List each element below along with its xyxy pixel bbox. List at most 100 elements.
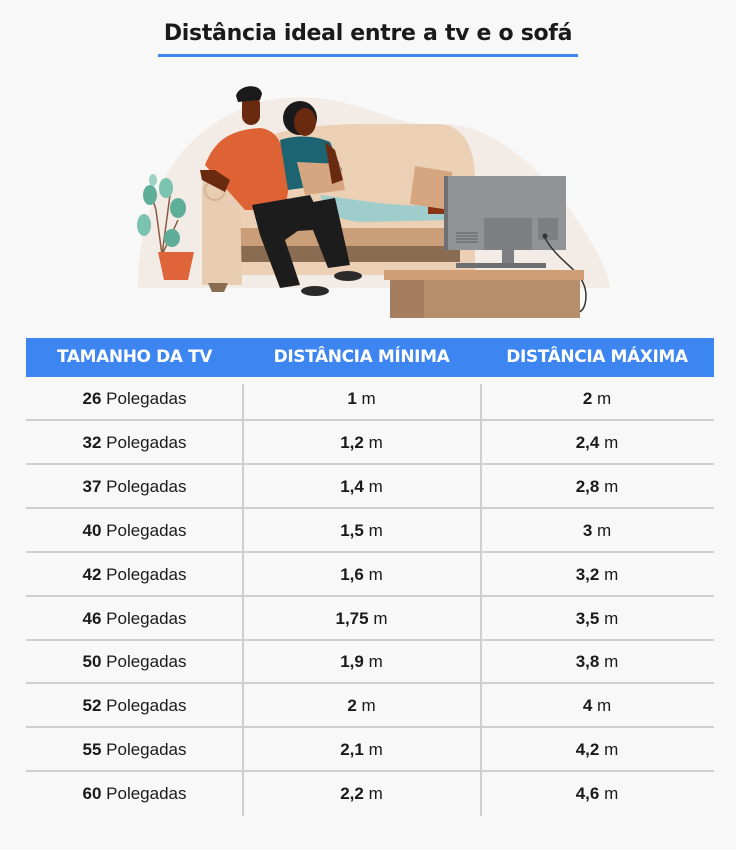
cell-min-distance-value: 2,1 [340, 740, 364, 760]
cell-max-distance-value: 4 [582, 696, 593, 716]
header-tv-size: TAMANHO DA TV [56, 347, 213, 367]
cell-max-distance-value: 2 [582, 389, 593, 408]
row-divider [26, 506, 714, 509]
column-divider [480, 384, 482, 816]
woman [280, 101, 345, 195]
cell-max-distance-unit: m [597, 520, 612, 540]
header-max-distance: DISTÂNCIA MÁXIMA [506, 347, 688, 367]
cell-max-distance-unit: m [604, 432, 619, 452]
cell-min-distance-value: 1,2 [340, 432, 364, 452]
cell-min-distance-value: 1,9 [340, 652, 364, 672]
title-underline [158, 54, 578, 57]
cell-min-distance: 1,6 m [243, 565, 480, 585]
cell-tv-size: 37 Polegadas [26, 477, 243, 497]
cell-tv-size-value: 40 [82, 520, 102, 540]
cell-tv-size-value: 46 [82, 608, 102, 628]
cell-tv-size: 46 Polegadas [26, 609, 243, 629]
cell-max-distance-value: 2,4 [575, 432, 600, 452]
cell-min-distance: 1,5 m [243, 521, 480, 541]
man [200, 86, 362, 296]
cell-tv-size-unit: Polegadas [106, 476, 187, 496]
cell-min-distance-unit: m [368, 564, 383, 584]
cell-max-distance-unit: m [604, 652, 619, 672]
cell-max-distance-unit: m [604, 564, 619, 584]
cell-tv-size-value: 42 [82, 564, 102, 584]
woman-feet [428, 204, 450, 214]
cell-tv-size-value: 55 [82, 740, 102, 760]
table-row: 42 Polegadas 1,6 m 3,2 m [26, 553, 714, 597]
row-divider [26, 550, 714, 553]
cell-max-distance-unit: m [597, 696, 612, 716]
cell-min-distance: 1 m [243, 389, 480, 409]
cell-min-distance-value: 2,2 [340, 784, 364, 804]
cell-max-distance-value: 3,8 [575, 652, 600, 672]
cell-max-distance-value: 3 [582, 520, 593, 540]
cell-min-distance-unit: m [361, 696, 376, 716]
cell-max-distance: 3,8 m [480, 652, 714, 672]
cell-min-distance-value: 1,5 [340, 520, 364, 540]
cell-min-distance: 2 m [243, 696, 480, 716]
cell-max-distance: 3 m [480, 521, 714, 541]
table-row: 32 Polegadas 1,2 m 2,4 m [26, 421, 714, 465]
cell-tv-size-value: 32 [82, 432, 102, 452]
row-divider [26, 770, 714, 773]
cell-tv-size-unit: Polegadas [106, 608, 187, 628]
cell-tv-size-value: 60 [82, 784, 102, 804]
cell-max-distance-value: 4,2 [575, 740, 600, 760]
cell-tv-size: 40 Polegadas [26, 521, 243, 541]
cell-min-distance-value: 1,6 [340, 564, 364, 584]
cell-tv-size-unit: Polegadas [106, 389, 187, 408]
cell-tv-size-unit: Polegadas [106, 520, 187, 540]
cell-min-distance: 1,75 m [243, 609, 480, 629]
cell-min-distance-unit: m [368, 476, 383, 496]
tv-back [444, 176, 587, 313]
cell-tv-size: 26 Polegadas [26, 389, 243, 409]
cell-tv-size-unit: Polegadas [106, 652, 187, 672]
cell-max-distance-unit: m [604, 476, 619, 496]
cell-max-distance: 4,2 m [480, 740, 714, 760]
couple-watching-tv-illustration [120, 80, 620, 320]
column-divider [242, 384, 244, 816]
cell-max-distance: 2,4 m [480, 433, 714, 453]
cell-max-distance: 2,8 m [480, 477, 714, 497]
cell-min-distance-value: 2 [347, 696, 357, 716]
cell-max-distance-value: 3,2 [575, 564, 600, 584]
cell-max-distance-value: 2,8 [575, 476, 600, 496]
cell-max-distance: 4,6 m [480, 784, 714, 804]
cell-min-distance-unit: m [368, 784, 383, 804]
cell-tv-size-value: 26 [82, 389, 102, 408]
table-row: 55 Polegadas 2,1 m 4,2 m [26, 728, 714, 773]
table-header: TAMANHO DA TV DISTÂNCIA MÍNIMA DISTÂNCIA… [26, 338, 714, 377]
cell-tv-size-unit: Polegadas [106, 696, 187, 716]
row-divider [26, 726, 714, 729]
cell-max-distance: 2 m [480, 389, 714, 409]
cell-tv-size: 52 Polegadas [26, 696, 243, 716]
cell-tv-size: 55 Polegadas [26, 740, 243, 760]
page-title: Distância ideal entre a tv e o sofá [163, 21, 573, 46]
cell-min-distance: 1,9 m [243, 652, 480, 672]
cell-max-distance-value: 4,6 [575, 784, 600, 804]
header-min-distance: DISTÂNCIA MÍNIMA [273, 347, 450, 367]
cell-max-distance: 3,5 m [480, 609, 714, 629]
cell-max-distance-value: 3,5 [575, 608, 600, 628]
cell-min-distance-unit: m [368, 520, 383, 540]
woman-legs [320, 195, 450, 222]
table-row: 60 Polegadas 2,2 m 4,6 m [26, 772, 714, 816]
cell-tv-size-unit: Polegadas [106, 740, 187, 760]
plant-icon [137, 174, 194, 280]
cell-tv-size-unit: Polegadas [106, 784, 187, 804]
cell-tv-size-unit: Polegadas [106, 564, 187, 584]
row-divider [26, 682, 714, 685]
cell-max-distance-unit: m [604, 608, 619, 628]
cell-max-distance: 4 m [480, 696, 714, 716]
pillow-icon [410, 166, 452, 210]
cell-min-distance: 1,4 m [243, 477, 480, 497]
cell-tv-size: 32 Polegadas [26, 433, 243, 453]
cell-min-distance: 2,1 m [243, 740, 480, 760]
row-divider [26, 462, 714, 465]
table-row: 50 Polegadas 1,9 m 3,8 m [26, 640, 714, 685]
row-divider [26, 419, 714, 421]
